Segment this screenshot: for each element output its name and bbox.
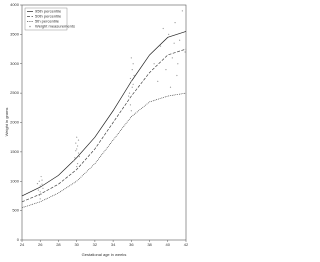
x-tick-label: 40: [166, 242, 171, 247]
x-tick-label: 36: [129, 242, 134, 247]
data-point: [131, 69, 133, 71]
data-point: [176, 74, 178, 77]
x-tick-label: 26: [38, 242, 43, 247]
data-point: [130, 110, 132, 112]
data-point: [41, 179, 43, 181]
y-axis-title: Weight in grams: [4, 108, 9, 137]
data-point: [165, 69, 167, 71]
data-point: [39, 198, 41, 200]
data-point: [76, 165, 78, 168]
y-tick-label: 500: [12, 208, 19, 213]
data-point: [184, 51, 186, 53]
data-point: [132, 83, 134, 85]
percentile-line: [21, 31, 187, 197]
percentile-line: [21, 48, 187, 203]
data-point: [76, 163, 79, 165]
legend-box: [24, 7, 68, 31]
data-point: [36, 183, 39, 185]
data-point: [129, 104, 132, 106]
data-point: [131, 86, 133, 88]
data-point: [162, 27, 164, 30]
y-tick-label: 2000: [10, 120, 20, 125]
data-point: [75, 150, 77, 152]
legend-label: 95th percentile: [35, 9, 62, 14]
data-point: [75, 142, 77, 144]
data-point: [77, 152, 80, 154]
data-point: [174, 22, 176, 24]
x-tick-label: 32: [93, 242, 98, 247]
data-point: [169, 86, 172, 88]
data-point: [37, 189, 40, 191]
legend-label: 50th percentile: [35, 14, 62, 19]
y-tick-label: 4000: [10, 2, 20, 7]
plot-frame: [21, 4, 187, 241]
data-point: [153, 63, 155, 65]
data-point: [128, 92, 131, 94]
data-point: [38, 194, 40, 196]
data-point: [128, 95, 130, 97]
data-point: [177, 63, 179, 65]
x-tick-label: 42: [184, 242, 189, 247]
data-point: [76, 136, 78, 138]
data-point: [159, 45, 162, 47]
x-tick-label: 30: [74, 242, 79, 247]
data-point: [39, 191, 41, 193]
data-point: [133, 74, 135, 77]
data-point: [171, 57, 173, 59]
data-point: [130, 80, 132, 82]
x-tick-label: 24: [20, 242, 25, 247]
data-point: [179, 39, 181, 41]
data-point: [76, 145, 79, 147]
y-tick-label: 0: [17, 237, 20, 242]
x-tick-label: 34: [111, 242, 116, 247]
x-tick-label: 28: [56, 242, 61, 247]
y-tick-label: 3000: [10, 61, 20, 66]
data-point: [157, 80, 159, 82]
data-point: [40, 175, 42, 178]
data-point: [42, 187, 44, 189]
data-point: [73, 160, 75, 162]
y-tick-label: 3500: [10, 31, 20, 36]
data-point: [39, 185, 41, 187]
data-point: [78, 155, 80, 158]
data-point: [181, 10, 183, 12]
chart: Gestational age in weeks Weight in grams…: [4, 2, 189, 257]
data-point: [40, 193, 42, 195]
legend-label: Weight measurements: [35, 24, 75, 29]
data-point: [130, 57, 132, 59]
data-point: [132, 63, 134, 65]
y-tick-label: 2500: [10, 90, 20, 95]
data-point: [38, 180, 40, 182]
data-point: [41, 183, 43, 185]
percentile-line: [21, 92, 187, 209]
y-tick-label: 1500: [10, 149, 20, 154]
data-point: [168, 33, 170, 35]
x-axis-title: Gestational age in weeks: [82, 252, 127, 257]
data-point: [77, 139, 80, 141]
data-point: [129, 77, 132, 80]
data-point: [74, 157, 76, 159]
data-point: [76, 148, 78, 150]
data-point: [173, 42, 175, 44]
legend-marker: [29, 25, 31, 28]
legend-label: 5th percentile: [35, 19, 60, 24]
x-tick-label: 38: [147, 242, 152, 247]
y-tick-label: 1000: [10, 178, 20, 183]
